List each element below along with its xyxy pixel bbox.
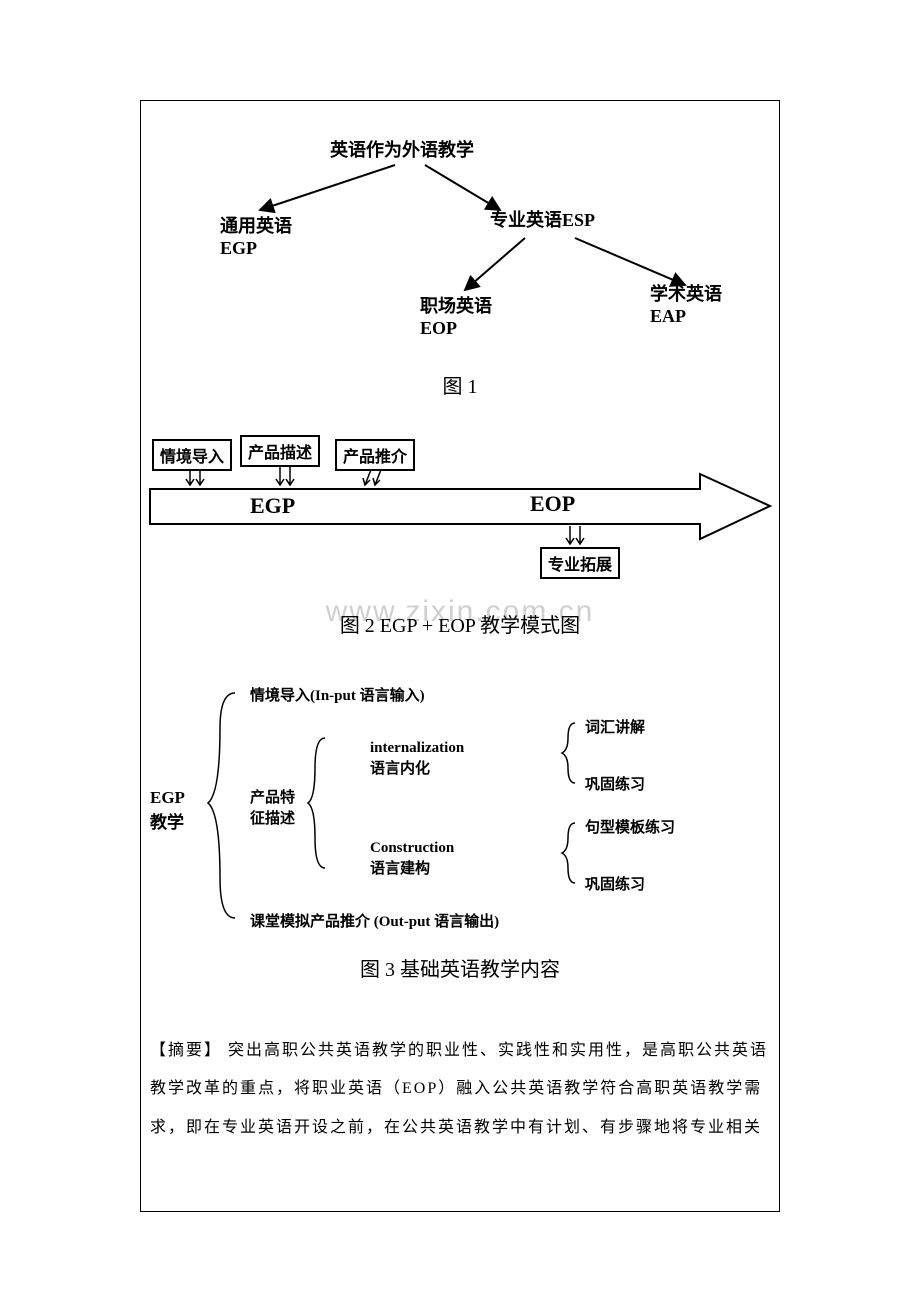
- fig3-subbot-line2: 语言建构: [370, 861, 430, 877]
- fig3-subtop-line1: internalization: [370, 740, 464, 756]
- fig3-branch-bot: 课堂模拟产品推介 (Out-put 语言输出): [250, 910, 499, 931]
- fig2-caption: 图 2 EGP + EOP 教学模式图: [140, 609, 780, 638]
- fig3-subtop-line2: 语言内化: [370, 761, 430, 777]
- fig1-subright-line1: 学术英语: [650, 284, 722, 304]
- fig3-branch-mid: 产品特 征描述: [250, 786, 295, 828]
- fig3-sub-bot: Construction 语言建构: [370, 840, 454, 878]
- fig1-right-branch: 专业英语ESP: [490, 206, 595, 232]
- fig1-sub-right: 学术英语 EAP: [650, 280, 722, 327]
- fig1-root: 英语作为外语教学: [330, 136, 474, 162]
- abstract-text: 突出高职公共英语教学的职业性、实践性和实用性，是高职公共英语教学改革的重点，将职…: [150, 1042, 768, 1136]
- fig3-root-line1: EGP: [150, 788, 185, 807]
- fig2-box2: 产品描述: [240, 435, 320, 467]
- fig3-leaf3: 句型模板练习: [585, 816, 675, 837]
- fig3-svg: [140, 668, 780, 948]
- figure-2-flow: 情境导入 产品描述 产品推介 专业拓展 EGP EOP: [140, 429, 780, 609]
- fig3-sub-top: internalization 语言内化: [370, 740, 464, 778]
- fig3-mid-line1: 产品特: [250, 790, 295, 806]
- content-area: 英语作为外语教学 通用英语 EGP 专业英语ESP 职场英语 EOP 学术英语 …: [140, 120, 780, 1147]
- fig2-eop-label: EOP: [530, 491, 575, 517]
- figure-3-brace: EGP 教学 情境导入(In-put 语言输入) 产品特 征描述 课堂模拟产品推…: [140, 668, 780, 948]
- fig3-branch-top: 情境导入(In-put 语言输入): [250, 684, 425, 705]
- fig3-leaf2: 巩固练习: [585, 773, 645, 794]
- fig2-box3: 产品推介: [335, 439, 415, 471]
- fig1-subright-line2: EAP: [650, 306, 686, 326]
- fig3-leaf4: 巩固练习: [585, 873, 645, 894]
- fig1-subleft-line2: EOP: [420, 318, 457, 338]
- abstract-paragraph: 【摘要】 突出高职公共英语教学的职业性、实践性和实用性，是高职公共英语教学改革的…: [140, 1032, 780, 1147]
- fig2-box4: 专业拓展: [540, 547, 620, 579]
- figure-1-tree: 英语作为外语教学 通用英语 EGP 专业英语ESP 职场英语 EOP 学术英语 …: [140, 120, 780, 380]
- abstract-label: 【摘要】: [150, 1042, 222, 1059]
- fig3-root-line2: 教学: [150, 813, 184, 832]
- fig1-left-branch: 通用英语 EGP: [220, 212, 292, 259]
- fig1-left-line2: EGP: [220, 238, 257, 258]
- fig3-caption: 图 3 基础英语教学内容: [140, 953, 780, 982]
- fig2-egp-label: EGP: [250, 493, 295, 519]
- fig2-svg: [140, 429, 780, 609]
- fig2-box1: 情境导入: [152, 439, 232, 471]
- fig3-mid-line2: 征描述: [250, 811, 295, 827]
- fig3-leaf1: 词汇讲解: [585, 716, 645, 737]
- fig1-sub-left: 职场英语 EOP: [420, 292, 492, 339]
- fig1-subleft-line1: 职场英语: [420, 296, 492, 316]
- fig3-subbot-line1: Construction: [370, 840, 454, 856]
- fig3-root: EGP 教学: [150, 788, 185, 833]
- fig1-left-line1: 通用英语: [220, 216, 292, 236]
